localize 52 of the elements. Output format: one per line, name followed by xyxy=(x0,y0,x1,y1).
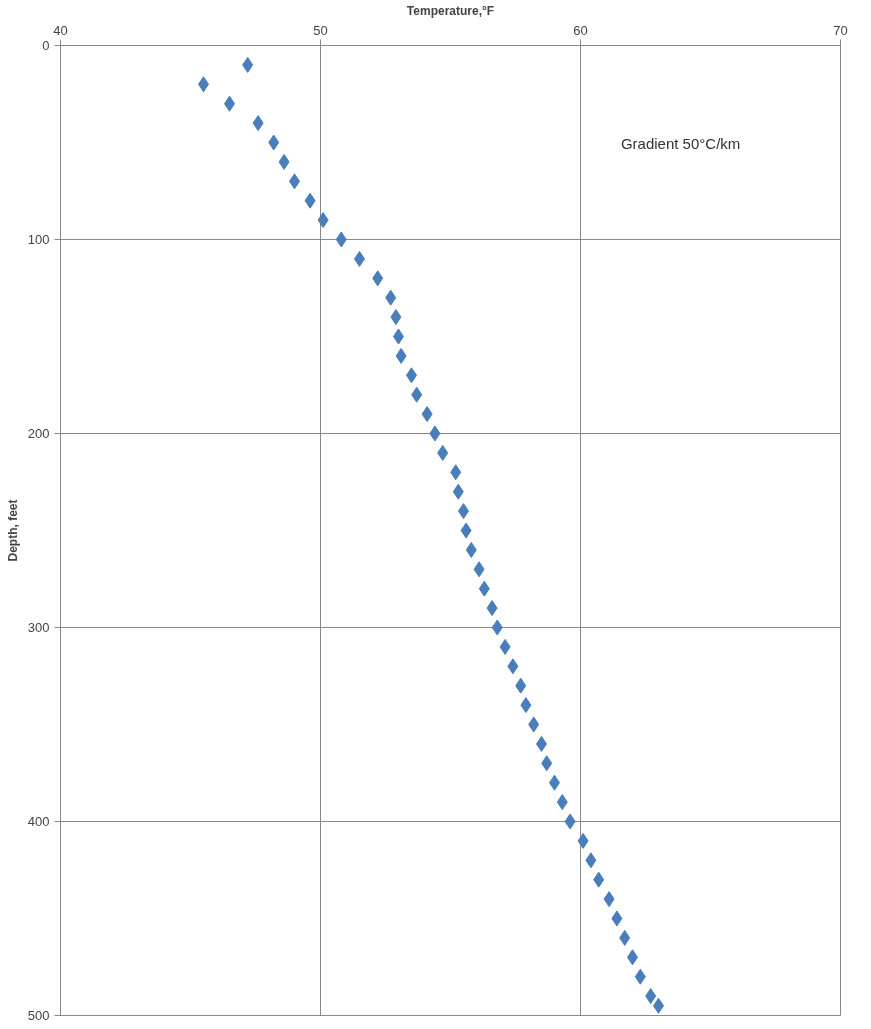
point xyxy=(390,309,402,326)
point xyxy=(585,852,597,869)
point xyxy=(242,56,254,73)
point xyxy=(437,444,449,461)
point xyxy=(634,968,646,985)
x-tick-label: 60 xyxy=(573,22,588,38)
point xyxy=(411,386,423,403)
point xyxy=(465,541,477,558)
point xyxy=(460,522,472,539)
point xyxy=(507,658,519,675)
point xyxy=(421,406,433,423)
x-tick-label: 70 xyxy=(833,22,848,38)
y-tick-label: 0 xyxy=(42,38,50,53)
point xyxy=(395,347,407,364)
point xyxy=(385,289,397,306)
point xyxy=(520,697,532,714)
point xyxy=(577,832,589,849)
point xyxy=(252,115,264,132)
point xyxy=(491,619,503,636)
point xyxy=(645,988,657,1005)
point xyxy=(564,813,576,830)
point xyxy=(593,871,605,888)
point xyxy=(515,677,527,694)
point xyxy=(603,891,615,908)
point xyxy=(473,561,485,578)
point xyxy=(452,483,464,500)
y-tick-label: 100 xyxy=(27,232,50,247)
x-tick-label: 40 xyxy=(53,22,68,38)
y-axis-title: Depth, feet xyxy=(5,499,20,562)
y-tick-label: 400 xyxy=(27,814,50,829)
y-tick-label: 300 xyxy=(27,620,50,635)
point xyxy=(335,231,347,248)
point xyxy=(304,192,316,209)
point xyxy=(478,580,490,597)
point xyxy=(429,425,441,442)
point xyxy=(278,153,290,170)
point xyxy=(450,464,462,481)
point xyxy=(528,716,540,733)
y-tick-label: 200 xyxy=(27,426,50,441)
point xyxy=(372,270,384,287)
point xyxy=(486,600,498,617)
annotation: Gradient 50°C/km xyxy=(620,135,741,153)
x-axis-title: Temperature,°F xyxy=(406,3,495,18)
point xyxy=(268,134,280,151)
point xyxy=(556,794,568,811)
point xyxy=(541,755,553,772)
point xyxy=(611,910,623,927)
point xyxy=(317,212,329,229)
y-tick-label: 500 xyxy=(27,1008,50,1023)
point xyxy=(619,929,631,946)
point xyxy=(499,638,511,655)
x-tick-label: 50 xyxy=(313,22,328,38)
